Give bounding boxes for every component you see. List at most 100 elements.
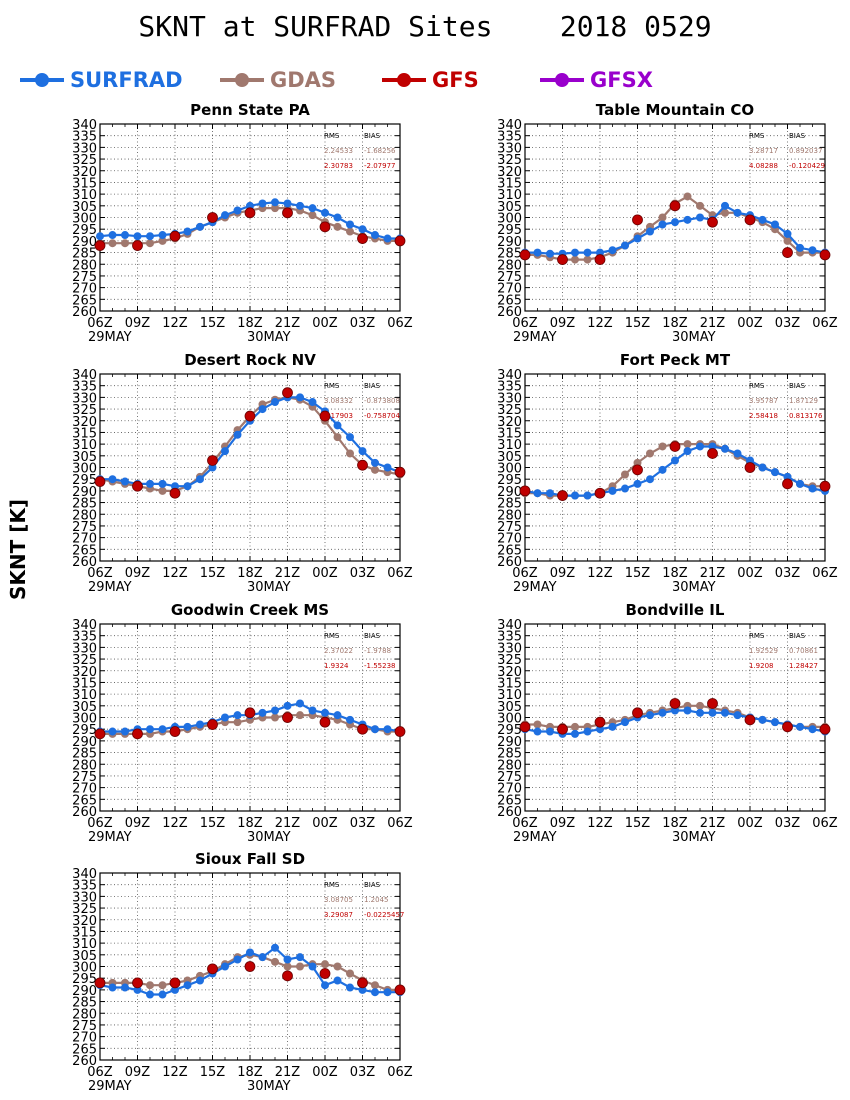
x-tick-label: 09Z — [550, 816, 576, 831]
x-tick-label: 00Z — [312, 816, 338, 831]
x-tick-label: 00Z — [737, 316, 763, 331]
y-tick-label: 300 — [72, 212, 97, 227]
point-surfrad — [196, 720, 204, 729]
x-tick-label: 09Z — [550, 316, 576, 331]
point-gfs — [357, 723, 368, 735]
stats-header-bias: BIAS — [789, 632, 806, 640]
x-tick-label: 06Z — [512, 566, 538, 581]
y-tick-label: 305 — [72, 450, 97, 465]
y-tick-label: 280 — [497, 508, 522, 523]
x-tick-label: 21Z — [275, 566, 301, 581]
point-surfrad — [658, 708, 667, 717]
point-surfrad — [258, 708, 267, 717]
point-gdas — [108, 239, 117, 248]
point-surfrad — [571, 729, 579, 738]
stats-header-rms: RMS — [749, 382, 765, 390]
stats-rms: 4.08288 — [749, 162, 778, 170]
point-gdas — [571, 255, 579, 264]
point-surfrad — [108, 727, 117, 736]
x-tick-label: 03Z — [775, 816, 801, 831]
y-tick-label: 305 — [497, 450, 522, 465]
point-gdas — [533, 720, 542, 729]
x-tick-label: 21Z — [700, 566, 726, 581]
y-tick-label: 325 — [497, 153, 522, 168]
y-tick-label: 260 — [497, 305, 522, 320]
point-gdas — [308, 211, 317, 220]
stats-header-rms: RMS — [324, 881, 340, 889]
point-gfs — [319, 716, 331, 728]
y-tick-label: 330 — [72, 890, 97, 905]
stats-bias: -0.0225457 — [364, 911, 404, 919]
point-surfrad — [571, 491, 579, 500]
x-tick-label: 00Z — [312, 566, 338, 581]
point-surfrad — [296, 953, 304, 962]
point-surfrad — [683, 215, 692, 224]
legend-marker-gfs — [382, 73, 426, 87]
x-tick-label: 06Z — [812, 316, 838, 331]
chart-title: Fort Peck MT — [620, 351, 731, 369]
point-surfrad — [146, 479, 154, 488]
x-tick-label: 06Z — [387, 566, 413, 581]
point-gfs — [744, 462, 756, 473]
x-tick-label: 18Z — [662, 316, 688, 331]
y-tick-label: 320 — [72, 165, 97, 180]
point-surfrad — [308, 204, 317, 213]
point-surfrad — [371, 231, 379, 240]
legend-marker-gfsx — [540, 73, 584, 87]
x-tick-label: 06Z — [812, 566, 838, 581]
point-gfs — [669, 698, 681, 709]
point-surfrad — [733, 711, 742, 720]
date-label-next: 30MAY — [247, 330, 291, 345]
point-surfrad — [333, 213, 342, 222]
date-label-next: 30MAY — [672, 830, 716, 845]
point-surfrad — [721, 201, 729, 210]
y-tick-label: 340 — [497, 368, 522, 383]
y-tick-label: 335 — [72, 380, 97, 395]
point-gfs — [357, 233, 368, 244]
x-tick-label: 18Z — [662, 566, 688, 581]
point-gdas — [346, 449, 354, 458]
chart-panel-3: Desert Rock NV26026527027528028529029530… — [72, 351, 413, 595]
legend-label-gfsx: GFSX — [590, 68, 653, 92]
y-tick-label: 305 — [72, 700, 97, 715]
x-tick-label: 06Z — [87, 316, 113, 331]
point-surfrad — [383, 725, 392, 734]
plot-frame — [524, 123, 826, 312]
y-tick-label: 305 — [497, 200, 522, 215]
point-gfs — [169, 726, 181, 737]
point-surfrad — [233, 430, 242, 439]
point-gfs — [132, 728, 143, 740]
y-tick-label: 295 — [497, 223, 522, 238]
y-tick-label: 335 — [497, 380, 522, 395]
y-tick-label: 335 — [72, 130, 97, 145]
stats-rms: 3.28717 — [749, 147, 778, 155]
point-surfrad — [346, 220, 354, 229]
point-surfrad — [533, 248, 542, 257]
point-surfrad — [696, 708, 704, 717]
point-surfrad — [258, 405, 267, 414]
x-tick-label: 06Z — [87, 816, 113, 831]
y-tick-label: 310 — [497, 688, 522, 703]
y-tick-label: 280 — [72, 258, 97, 273]
point-surfrad — [233, 206, 242, 215]
y-tick-label: 300 — [72, 961, 97, 976]
point-surfrad — [546, 489, 554, 498]
stats-bias: 0.813176 — [789, 412, 823, 420]
point-gfs — [557, 254, 568, 265]
point-gfs — [357, 459, 368, 471]
y-tick-label: 260 — [72, 1054, 97, 1069]
x-tick-label: 12Z — [162, 1065, 188, 1080]
point-gfs — [632, 707, 643, 719]
point-surfrad — [308, 398, 317, 407]
point-gdas — [233, 718, 242, 727]
y-tick-label: 310 — [72, 438, 97, 453]
y-tick-label: 290 — [72, 735, 97, 750]
y-tick-label: 325 — [497, 653, 522, 668]
point-gfs — [819, 723, 831, 735]
point-surfrad — [158, 479, 167, 488]
y-tick-label: 300 — [72, 712, 97, 727]
stats-header-bias: BIAS — [789, 132, 806, 140]
y-tick-label: 315 — [497, 176, 522, 191]
point-surfrad — [608, 246, 617, 255]
